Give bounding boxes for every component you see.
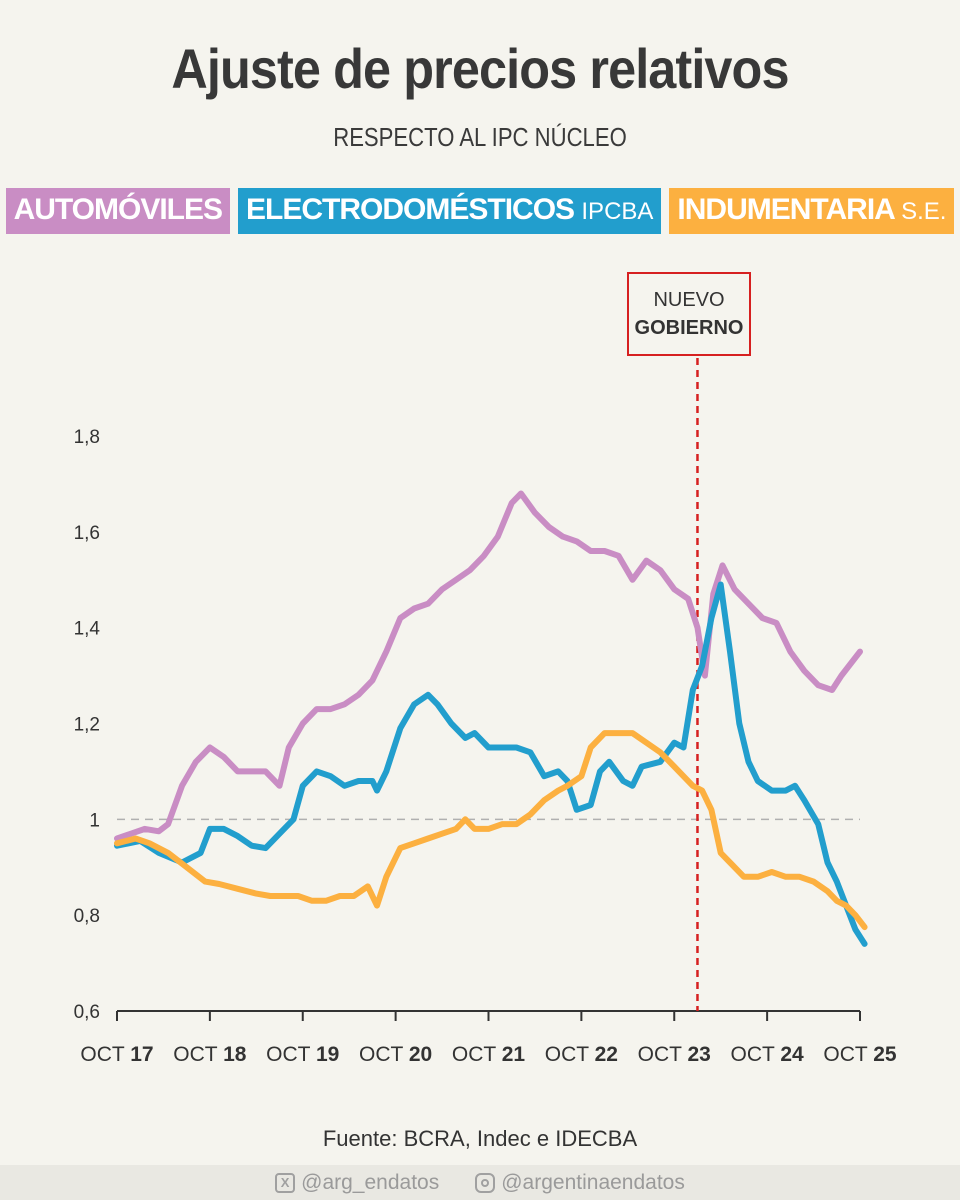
y-tick-label: 0,8 — [74, 906, 100, 927]
legend-suffix: S.E. — [901, 198, 947, 225]
y-tick-label: 1,6 — [74, 523, 100, 544]
x-tick-label: OCT 20 — [359, 1043, 432, 1066]
x-tick-label: OCT 25 — [823, 1043, 896, 1066]
x-tick-label: OCT 24 — [731, 1043, 804, 1066]
x-tick-label: OCT 21 — [452, 1043, 525, 1066]
annotation-nuevo-gobierno: NUEVO GOBIERNO — [627, 272, 751, 356]
y-tick-label: 1,8 — [74, 427, 100, 448]
footer: X @arg_endatos @argentinaendatos — [0, 1165, 960, 1200]
chart-subtitle: RESPECTO AL IPC NÚCLEO — [333, 122, 627, 152]
x-tick-label: OCT 18 — [173, 1043, 246, 1066]
y-tick-label: 1,2 — [74, 715, 100, 736]
twitter-handle-text: @arg_endatos — [301, 1170, 440, 1194]
chart-title: Ajuste de precios relativos — [171, 37, 789, 100]
legend-item-electrodomesticos: ELECTRODOMÉSTICOS IPCBA — [238, 188, 662, 234]
legend-item-indumentaria: INDUMENTARIA S.E. — [669, 188, 955, 234]
annotation-line2: GOBIERNO — [634, 317, 744, 339]
instagram-handle[interactable]: @argentinaendatos — [475, 1171, 685, 1195]
instagram-icon — [475, 1172, 496, 1193]
legend-suffix: IPCBA — [581, 198, 654, 225]
instagram-handle-text: @argentinaendatos — [501, 1170, 685, 1194]
x-tick-label: OCT 22 — [545, 1043, 618, 1066]
y-tick-label: 0,6 — [74, 1002, 100, 1023]
legend-label: INDUMENTARIA — [677, 193, 894, 226]
twitter-handle[interactable]: X @arg_endatos — [275, 1171, 439, 1195]
legend-label: AUTOMÓVILES — [13, 193, 223, 226]
legend-label: ELECTRODOMÉSTICOS — [246, 193, 575, 226]
line-chart: 0,6 0,8 1 1,2 1,4 1,6 1,8 OCT 17 OCT 18 OCT 19 OCT… — [74, 358, 897, 1066]
y-tick-label: 1 — [89, 810, 100, 831]
annotation-line1: NUEVO — [653, 289, 725, 311]
x-tick-label: OCT 23 — [638, 1043, 711, 1066]
source-note: Fuente: BCRA, Indec e IDECBA — [322, 1126, 638, 1151]
y-tick-label: 1,4 — [74, 619, 101, 640]
legend-item-automoviles: AUTOMÓVILES — [5, 188, 231, 234]
legend: AUTOMÓVILES ELECTRODOMÉSTICOS IPCBA INDU… — [0, 188, 960, 234]
series-line-1 — [114, 581, 868, 947]
x-icon: X — [275, 1172, 296, 1193]
series-line-2 — [114, 730, 868, 931]
x-tick-label: OCT 19 — [266, 1043, 339, 1066]
x-tick-label: OCT 17 — [80, 1043, 153, 1066]
series-line-0 — [114, 490, 863, 842]
